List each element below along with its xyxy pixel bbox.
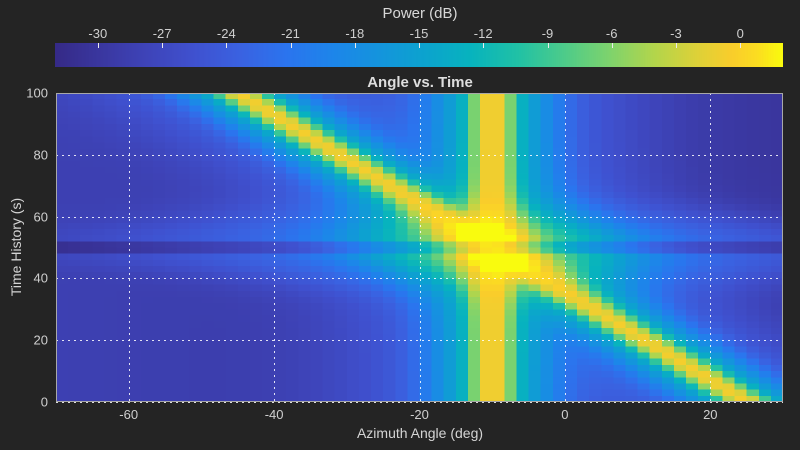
y-tick-label: 80 [33,147,48,163]
colorbar-tick-label: -30 [88,26,108,41]
colorbar-tick-label: -9 [541,26,554,41]
colorbar-tick-label: -27 [152,26,172,41]
colorbar-tick-label: -12 [473,26,493,41]
colorbar-tick-mark [547,43,549,48]
x-axis-label: Azimuth Angle (deg) [356,425,484,441]
x-tick-label: -40 [264,407,284,422]
x-tick-label: -60 [119,407,139,422]
colorbar-tick-mark [354,43,356,48]
colorbar-tick-mark [162,43,164,48]
colorbar-title: Power (dB) [382,5,458,22]
colorbar-tick-mark [419,43,420,48]
x-tick-label: 0 [561,407,569,422]
colorbar-tick-label: 0 [736,26,744,41]
x-tick-label: 20 [703,407,718,422]
gridline-horizontal [56,402,783,403]
colorbar-tick-label: -3 [670,26,682,41]
plot-title: Angle vs. Time [367,74,473,91]
colorbar-tick-mark [290,43,292,48]
colorbar-tick-label: -15 [409,26,429,41]
colorbar-tick-mark [611,43,613,48]
colorbar-tick-label: -6 [605,26,618,41]
colorbar-tick-mark [97,43,99,48]
colorbar-tick-mark [675,43,677,48]
y-tick-label: 0 [40,394,48,410]
y-tick-label: 100 [26,85,48,101]
y-tick-label: 20 [33,332,48,348]
colorbar-tick-mark [483,43,485,48]
y-tick-label: 60 [33,209,48,225]
colorbar-tick-mark [740,43,742,48]
colorbar-tick-label: -18 [345,26,365,41]
heatmap-canvas [56,93,783,402]
x-tick-label: -20 [410,407,429,422]
colorbar-tick-label: -21 [281,26,300,41]
y-tick-label: 40 [33,270,48,286]
colorbar-tick-mark [226,43,228,48]
colorbar-tick-label: -24 [216,26,236,41]
